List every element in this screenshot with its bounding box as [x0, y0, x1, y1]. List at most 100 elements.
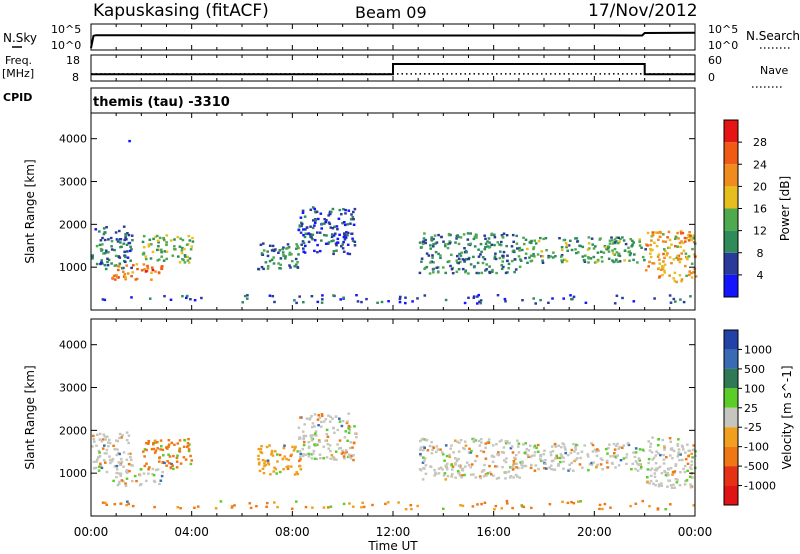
range-cell: [330, 454, 334, 457]
range-cell: [156, 234, 159, 238]
range-cell: [457, 472, 461, 475]
range-cell: [669, 484, 673, 487]
range-cell: [303, 215, 307, 218]
range-cell: [307, 240, 311, 244]
range-cell: [119, 463, 122, 467]
range-cell: [184, 458, 188, 461]
range-cell: [166, 460, 169, 463]
range-cell: [533, 444, 537, 447]
noise-left-tick-bottom: 10^0: [51, 39, 81, 52]
range-cell: [353, 244, 357, 247]
range-cell: [594, 245, 597, 248]
range-cell: [279, 263, 282, 266]
range-cell: [444, 464, 447, 467]
range-cell: [566, 249, 569, 252]
range-cell: [659, 453, 662, 457]
range-cell: [454, 241, 457, 244]
range-cell: [298, 436, 301, 439]
range-cell: [455, 259, 459, 262]
range-cell: [336, 241, 339, 244]
range-cell: [470, 463, 474, 466]
range-cell: [141, 253, 145, 256]
range-cell: [490, 243, 494, 246]
range-cell: [120, 436, 123, 439]
range-cell: [603, 502, 607, 506]
range-cell: [457, 242, 461, 246]
range-cell: [266, 267, 270, 270]
range-cell: [518, 476, 521, 479]
range-cell: [692, 236, 695, 239]
range-cell: [282, 254, 285, 257]
range-cell: [464, 444, 468, 447]
range-cell: [506, 259, 509, 263]
range-cell: [665, 254, 668, 257]
range-cell: [605, 459, 609, 463]
range-cell: [95, 460, 98, 463]
range-cell: [424, 438, 428, 442]
range-cell: [469, 451, 473, 454]
range-cell: [289, 266, 292, 269]
range-cell: [107, 445, 110, 448]
range-cell: [590, 442, 593, 445]
range-cell: [476, 261, 480, 265]
range-cell: [283, 455, 287, 458]
range-cell: [191, 240, 195, 243]
range-cell: [517, 255, 521, 258]
range-cell: [129, 452, 132, 455]
range-cell: [676, 245, 679, 248]
range-cell: [276, 505, 279, 509]
x-axis-label: Time UT: [367, 539, 418, 553]
range-cell: [130, 458, 133, 462]
range-cell: [470, 449, 473, 453]
range-cell: [295, 301, 298, 305]
range-cell: [348, 446, 352, 450]
range-cell: [302, 443, 306, 447]
range-cell: [262, 249, 266, 252]
range-cell: [467, 243, 470, 246]
range-cell: [308, 233, 312, 236]
range-cell: [125, 264, 128, 267]
range-cell: [469, 466, 473, 469]
range-cell: [599, 250, 603, 253]
range-cell: [522, 236, 525, 239]
range-cell: [467, 257, 470, 261]
range-cell: [114, 254, 118, 258]
range-cell: [423, 467, 426, 470]
range-cell: [292, 449, 296, 452]
range-cell: [625, 462, 628, 466]
range-cell: [347, 427, 351, 430]
range-cell: [124, 482, 127, 485]
range-cell: [516, 475, 519, 478]
range-cell: [690, 238, 693, 242]
range-cell: [178, 261, 182, 264]
range-cell: [431, 254, 434, 257]
range-cell: [100, 261, 103, 264]
range-cell: [466, 238, 470, 241]
range-cell: [580, 450, 584, 453]
range-cell: [530, 463, 533, 467]
range-cell: [658, 262, 662, 265]
range-cell: [497, 453, 501, 457]
range-cell: [691, 247, 694, 251]
range-cell: [652, 262, 656, 265]
range-cell: [418, 271, 422, 275]
range-cell: [501, 260, 504, 263]
range-cell: [657, 485, 661, 488]
range-cell: [193, 299, 197, 302]
range-cell: [230, 506, 234, 509]
range-cell: [587, 236, 591, 239]
range-cell: [454, 457, 457, 460]
range-cell: [419, 448, 422, 451]
range-cell: [687, 255, 691, 258]
range-cell: [679, 257, 683, 261]
cpid-label: CPID: [3, 91, 32, 104]
range-cell: [272, 249, 276, 253]
range-cell: [376, 301, 379, 304]
range-cell: [674, 464, 677, 467]
range-cell: [681, 231, 685, 235]
range-cell: [444, 298, 448, 302]
range-cell: [533, 255, 536, 258]
range-cell: [501, 465, 504, 469]
range-cell: [142, 450, 145, 453]
